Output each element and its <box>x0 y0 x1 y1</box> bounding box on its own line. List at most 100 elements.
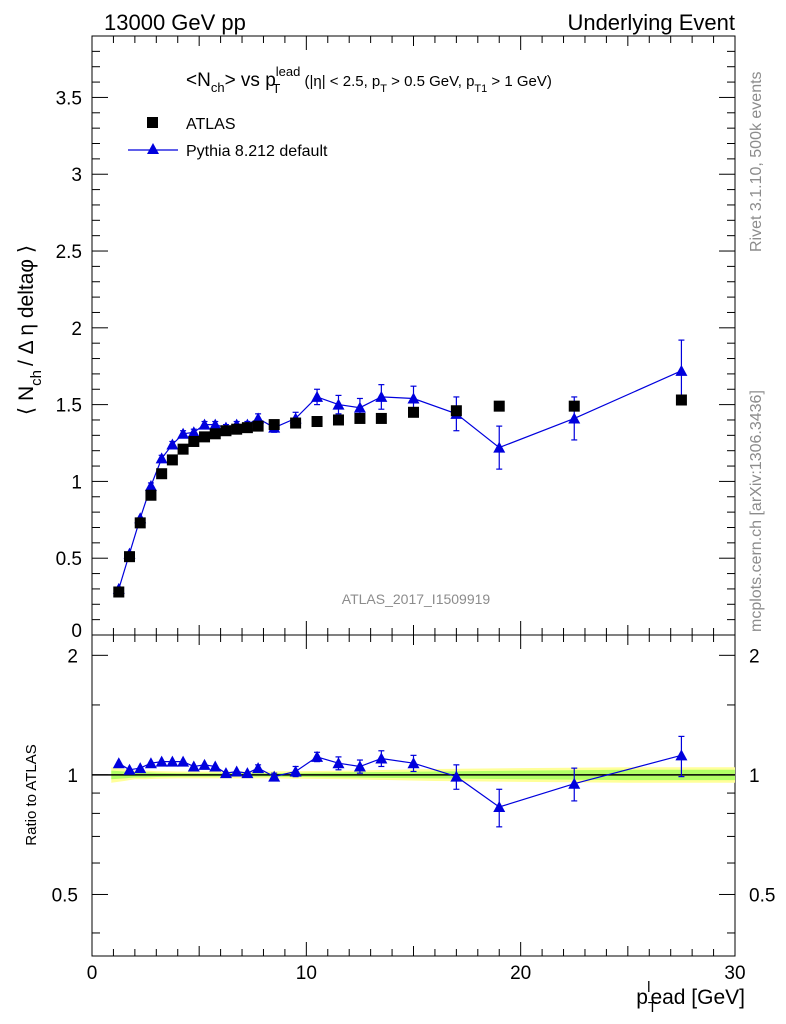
pythia-point <box>155 452 168 464</box>
title-cut1: (|η| < 2.5, p <box>300 73 380 90</box>
top-y-tick-label: 2 <box>71 319 82 340</box>
ratio-point <box>241 767 254 779</box>
ylabel-a: ⟨ N <box>15 386 38 415</box>
bottom-y-tick-label-left: 1 <box>67 766 78 787</box>
pythia-point <box>144 480 157 492</box>
ratio-point <box>219 767 232 779</box>
top-y-tick-label: 1 <box>71 472 82 493</box>
title-cut1-sub: T <box>380 83 387 95</box>
pythia-point <box>166 438 179 450</box>
pythia-point <box>568 412 581 424</box>
ratio-point <box>311 750 324 762</box>
legend-pythia-marker <box>147 143 159 154</box>
bottom-panel-frame <box>91 634 736 957</box>
ratio-point <box>209 760 222 772</box>
ylabel-sub: ch <box>28 370 45 386</box>
top-atlas-series <box>113 394 687 598</box>
pythia-point <box>177 427 190 439</box>
legend-pythia-label: Pythia 8.212 default <box>186 143 328 160</box>
bottom-y-tick-label-right: 2 <box>749 646 760 667</box>
atlas-point <box>311 416 323 428</box>
pythia-point <box>353 401 366 413</box>
ratio-point <box>493 801 506 813</box>
atlas-point <box>332 414 344 426</box>
atlas-point <box>113 586 125 598</box>
x-tick-label: 20 <box>510 963 531 984</box>
ratio-point <box>230 765 243 777</box>
ratio-point <box>332 757 345 769</box>
atlas-point <box>268 419 280 431</box>
ratio-point <box>144 757 157 769</box>
title-mid-sup: lead <box>276 64 301 79</box>
atlas-point <box>493 400 505 412</box>
x-tick-label: 10 <box>296 963 317 984</box>
pythia-point <box>332 398 345 410</box>
ylabel-b: / Δ η deltaφ ⟩ <box>15 245 38 366</box>
axis-tick-labels: 0 10 20 30 0.5 1 1.5 2 2.5 3 3.5 0 0.5 0.5 1 1 2 2 <box>52 88 776 984</box>
bottom-y-tick-label-right: 1 <box>749 766 760 787</box>
top-y-tick-label: 3.5 <box>56 88 82 109</box>
atlas-point <box>166 454 178 466</box>
header-right: Underlying Event <box>567 10 735 35</box>
ratio-point <box>112 757 125 769</box>
pythia-point <box>675 364 688 376</box>
title-lhs-sub: ch <box>211 80 225 95</box>
top-y-tick-label: 1.5 <box>56 396 82 417</box>
bottom-ylabel: Ratio to ATLAS <box>23 744 40 845</box>
pythia-point <box>209 418 222 430</box>
ratio-point <box>353 760 366 772</box>
mcplots-label: mcplots.cern.ch [arXiv:1306.3436] <box>748 390 765 632</box>
ratio-point <box>289 765 302 777</box>
ratio-point <box>568 777 581 789</box>
atlas-point <box>568 400 580 412</box>
x-axis-label: pTlead [GeV] <box>636 979 745 1016</box>
atlas-point <box>124 551 136 563</box>
ratio-point <box>123 763 136 775</box>
pythia-line <box>118 370 682 590</box>
legend-atlas-label: ATLAS <box>186 116 236 133</box>
atlas-point <box>408 406 419 418</box>
atlas-point <box>209 428 221 440</box>
ratio-point <box>407 757 420 769</box>
ratio-uncertainty-band <box>92 767 736 783</box>
title-mid-sub: T <box>272 81 280 96</box>
atlas-point <box>241 422 253 434</box>
atlas-point <box>231 423 243 435</box>
atlas-point <box>156 468 168 480</box>
atlas-point <box>134 517 146 529</box>
atlas-point <box>145 489 157 501</box>
xlabel-a: p <box>636 986 648 1009</box>
pythia-point <box>311 390 324 402</box>
title-cut2-sub: T1 <box>474 83 487 95</box>
xlabel-sub: T <box>648 999 657 1016</box>
atlas-point <box>375 412 387 424</box>
top-pythia-series <box>112 339 688 594</box>
bottom-y-tick-label-left: 2 <box>67 646 78 667</box>
xlabel-b: ead [GeV] <box>650 986 745 1009</box>
atlas-point <box>188 435 200 447</box>
pythia-point <box>375 390 388 402</box>
header-left: 13000 GeV pp <box>104 10 246 35</box>
ratio-point <box>268 770 281 782</box>
ratio-point <box>198 758 211 770</box>
ratio-point <box>177 755 190 767</box>
atlas-point <box>450 405 462 417</box>
atlas-point <box>290 417 302 429</box>
atlas-point <box>252 420 264 432</box>
top-y-tick-label-zero: 0 <box>71 621 82 642</box>
atlas-point <box>354 412 366 424</box>
atlas-point <box>199 431 211 443</box>
pythia-point <box>407 392 420 404</box>
bottom-y-tick-label-right: 0.5 <box>749 885 775 906</box>
top-y-tick-label: 3 <box>71 165 82 186</box>
ratio-point <box>252 762 265 774</box>
ratio-point <box>155 755 168 767</box>
legend-atlas-marker <box>147 117 158 128</box>
analysis-watermark: ATLAS_2017_I1509919 <box>342 591 491 607</box>
top-y-tick-label: 2.5 <box>56 242 82 263</box>
ratio-series <box>112 735 688 828</box>
title-mid: > vs p <box>225 70 276 91</box>
atlas-point <box>675 394 687 406</box>
bottom-y-tick-label-left: 0.5 <box>52 885 78 906</box>
